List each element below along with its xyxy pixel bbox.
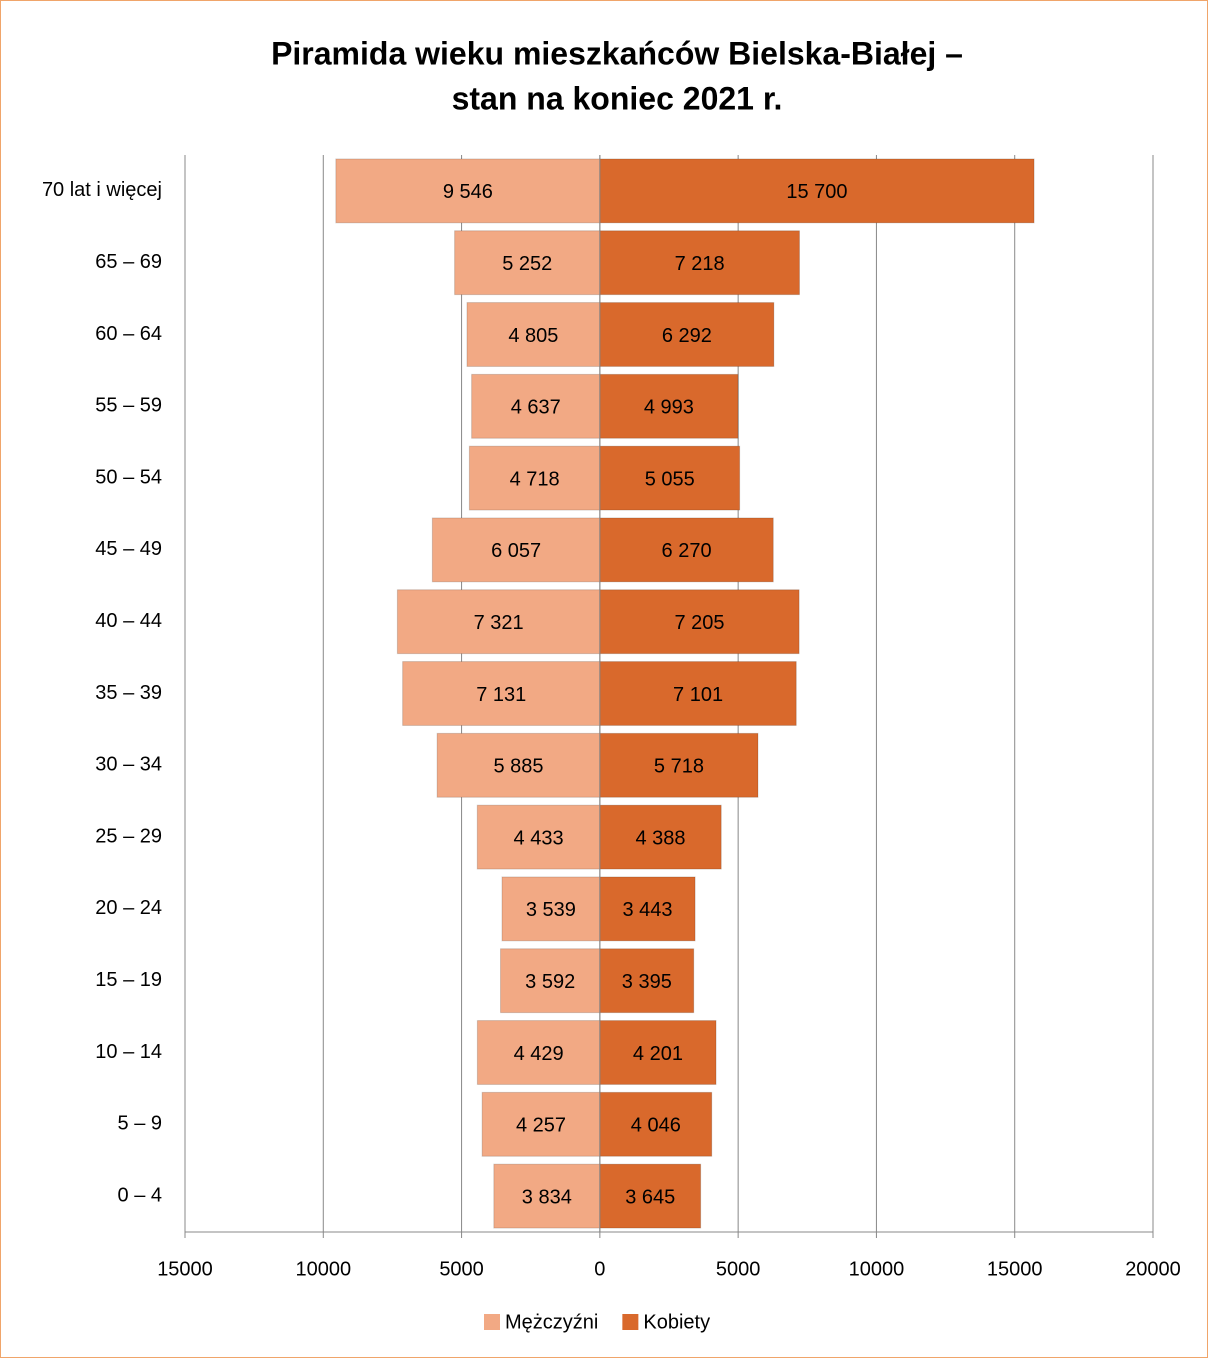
bar bbox=[481, 1091, 601, 1157]
legend-label: Kobiety bbox=[643, 1311, 710, 1333]
legend-label: Mężczyźni bbox=[505, 1311, 598, 1333]
value-label: 6 270 bbox=[662, 540, 712, 562]
y-tick-label: 5 – 9 bbox=[118, 1113, 162, 1135]
value-label: 6 292 bbox=[662, 325, 712, 347]
x-tick-label: 5000 bbox=[716, 1258, 761, 1280]
value-label: 3 395 bbox=[622, 971, 672, 993]
value-label: 4 433 bbox=[514, 827, 564, 849]
x-tick-label: 15000 bbox=[987, 1258, 1043, 1280]
bar bbox=[599, 1163, 702, 1229]
y-tick-label: 20 – 24 bbox=[95, 897, 162, 919]
value-label: 7 218 bbox=[675, 253, 725, 275]
value-label: 4 718 bbox=[510, 468, 560, 490]
bar bbox=[468, 445, 601, 511]
value-label: 5 885 bbox=[493, 756, 543, 778]
legend-swatch bbox=[484, 1314, 500, 1330]
y-tick-label: 30 – 34 bbox=[95, 754, 162, 776]
y-tick-label: 10 – 14 bbox=[95, 1041, 162, 1063]
bar bbox=[599, 804, 722, 870]
bar bbox=[599, 1091, 713, 1157]
value-label: 7 101 bbox=[673, 684, 723, 706]
value-label: 3 592 bbox=[525, 971, 575, 993]
value-label: 7 131 bbox=[476, 684, 526, 706]
value-label: 5 718 bbox=[654, 756, 704, 778]
bar bbox=[466, 302, 601, 367]
bar bbox=[599, 517, 774, 583]
x-tick-label: 15000 bbox=[157, 1258, 213, 1280]
value-label: 3 443 bbox=[622, 899, 672, 921]
x-tick-label: 10000 bbox=[295, 1258, 351, 1280]
value-label: 5 055 bbox=[645, 468, 695, 490]
y-tick-label: 35 – 39 bbox=[95, 682, 162, 704]
value-label: 4 257 bbox=[516, 1115, 566, 1137]
x-tick-label: 20000 bbox=[1125, 1258, 1181, 1280]
bar bbox=[476, 1020, 601, 1085]
y-tick-label: 15 – 19 bbox=[95, 969, 162, 991]
value-label: 3 539 bbox=[526, 899, 576, 921]
bar bbox=[471, 373, 601, 439]
y-tick-label: 65 – 69 bbox=[95, 251, 162, 273]
bar bbox=[436, 732, 601, 798]
bar bbox=[599, 302, 775, 367]
bar bbox=[599, 230, 800, 296]
value-label: 4 805 bbox=[508, 325, 558, 347]
value-label: 5 252 bbox=[502, 253, 552, 275]
bar bbox=[599, 948, 695, 1014]
value-label: 3 645 bbox=[625, 1186, 675, 1208]
value-label: 3 834 bbox=[522, 1186, 572, 1208]
y-tick-label: 45 – 49 bbox=[95, 538, 162, 560]
bar bbox=[476, 804, 601, 870]
y-tick-label: 0 – 4 bbox=[118, 1184, 162, 1206]
x-tick-label: 5000 bbox=[439, 1258, 484, 1280]
bar bbox=[599, 445, 741, 511]
x-tick-label: 10000 bbox=[849, 1258, 905, 1280]
value-label: 7 205 bbox=[674, 612, 724, 634]
bar bbox=[599, 661, 797, 726]
bar bbox=[402, 661, 601, 726]
x-tick-label: 0 bbox=[594, 1258, 605, 1280]
bar bbox=[599, 373, 739, 439]
y-tick-label: 25 – 29 bbox=[95, 825, 162, 847]
value-label: 6 057 bbox=[491, 540, 541, 562]
bar bbox=[599, 876, 696, 942]
value-label: 15 700 bbox=[786, 181, 847, 203]
legend-swatch bbox=[622, 1314, 639, 1330]
bar bbox=[599, 732, 759, 798]
y-tick-label: 55 – 59 bbox=[95, 395, 162, 417]
bar bbox=[500, 948, 601, 1014]
value-label: 4 993 bbox=[644, 397, 694, 419]
value-label: 7 321 bbox=[474, 612, 524, 634]
y-tick-label: 40 – 44 bbox=[95, 610, 162, 632]
value-label: 4 637 bbox=[511, 397, 561, 419]
y-tick-label: 70 lat i więcej bbox=[42, 179, 162, 201]
y-tick-label: 50 – 54 bbox=[95, 466, 162, 488]
chart-title: Piramida wieku mieszkańców Bielska-Białe… bbox=[271, 35, 963, 71]
bar bbox=[335, 158, 601, 224]
value-label: 4 201 bbox=[633, 1043, 683, 1065]
chart-title: stan na koniec 2021 r. bbox=[452, 80, 783, 116]
value-label: 9 546 bbox=[443, 181, 493, 203]
bar bbox=[599, 1020, 717, 1085]
value-label: 4 388 bbox=[636, 827, 686, 849]
bar bbox=[501, 876, 601, 942]
value-label: 4 046 bbox=[631, 1115, 681, 1137]
y-tick-label: 60 – 64 bbox=[95, 323, 162, 345]
bar bbox=[599, 589, 800, 655]
value-label: 4 429 bbox=[514, 1043, 564, 1065]
